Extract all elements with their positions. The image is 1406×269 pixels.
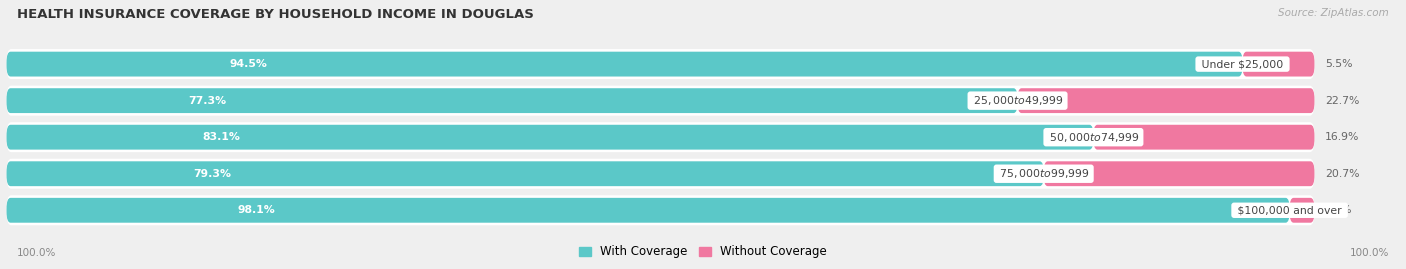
- FancyBboxPatch shape: [7, 52, 1243, 76]
- FancyBboxPatch shape: [7, 86, 1315, 116]
- FancyBboxPatch shape: [7, 125, 1094, 150]
- Text: 98.1%: 98.1%: [238, 205, 276, 215]
- Text: 100.0%: 100.0%: [1350, 248, 1389, 258]
- FancyBboxPatch shape: [7, 49, 1315, 79]
- Text: 20.7%: 20.7%: [1324, 169, 1360, 179]
- Text: 83.1%: 83.1%: [202, 132, 240, 142]
- Text: 79.3%: 79.3%: [193, 169, 231, 179]
- Text: 100.0%: 100.0%: [17, 248, 56, 258]
- Text: 77.3%: 77.3%: [188, 96, 226, 106]
- FancyBboxPatch shape: [7, 161, 1043, 186]
- Text: $50,000 to $74,999: $50,000 to $74,999: [1046, 131, 1140, 144]
- Text: 5.5%: 5.5%: [1324, 59, 1353, 69]
- Text: 94.5%: 94.5%: [229, 59, 267, 69]
- Text: $75,000 to $99,999: $75,000 to $99,999: [997, 167, 1091, 180]
- Text: 1.9%: 1.9%: [1324, 205, 1353, 215]
- FancyBboxPatch shape: [1289, 198, 1315, 223]
- FancyBboxPatch shape: [7, 195, 1315, 225]
- Text: HEALTH INSURANCE COVERAGE BY HOUSEHOLD INCOME IN DOUGLAS: HEALTH INSURANCE COVERAGE BY HOUSEHOLD I…: [17, 8, 534, 21]
- FancyBboxPatch shape: [7, 159, 1315, 189]
- FancyBboxPatch shape: [1043, 161, 1315, 186]
- FancyBboxPatch shape: [7, 122, 1315, 152]
- Text: 16.9%: 16.9%: [1324, 132, 1360, 142]
- Legend: With Coverage, Without Coverage: With Coverage, Without Coverage: [574, 241, 832, 263]
- FancyBboxPatch shape: [1018, 88, 1315, 113]
- Text: Under $25,000: Under $25,000: [1198, 59, 1286, 69]
- Text: $100,000 and over: $100,000 and over: [1234, 205, 1346, 215]
- FancyBboxPatch shape: [7, 88, 1018, 113]
- FancyBboxPatch shape: [1094, 125, 1315, 150]
- Text: $25,000 to $49,999: $25,000 to $49,999: [970, 94, 1064, 107]
- Text: 22.7%: 22.7%: [1324, 96, 1360, 106]
- FancyBboxPatch shape: [1243, 52, 1315, 76]
- Text: Source: ZipAtlas.com: Source: ZipAtlas.com: [1278, 8, 1389, 18]
- FancyBboxPatch shape: [7, 198, 1289, 223]
